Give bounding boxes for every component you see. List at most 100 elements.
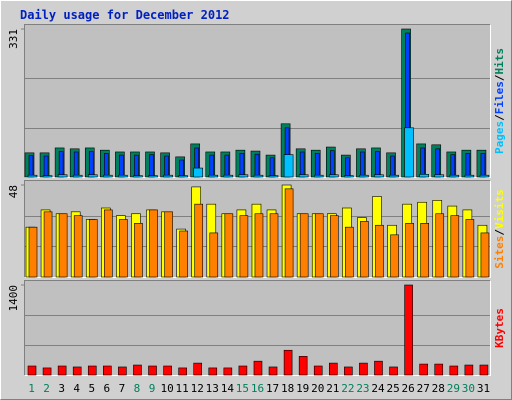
bar	[389, 366, 398, 376]
bar	[103, 365, 112, 376]
legend: Sites/Visits	[493, 189, 506, 269]
panel-border-dark	[24, 280, 491, 376]
bar	[164, 155, 169, 178]
bar	[88, 219, 98, 278]
x-tick-label: 7	[119, 382, 126, 395]
bar	[28, 226, 38, 278]
bar	[420, 223, 429, 278]
bar	[450, 215, 460, 278]
bar	[390, 234, 399, 278]
x-tick-label: 15	[236, 382, 249, 395]
x-tick-label: 26	[402, 382, 415, 395]
bar	[193, 167, 204, 178]
x-tick-label: 27	[417, 382, 430, 395]
bar	[42, 367, 52, 376]
legend-entry: Sites	[493, 236, 506, 269]
bar	[345, 226, 354, 278]
bar	[464, 364, 474, 376]
x-tick-label: 21	[326, 382, 339, 395]
bar	[209, 154, 215, 178]
chart-title: Daily usage for December 2012	[20, 8, 230, 22]
legend-separator: /	[493, 74, 506, 81]
panel	[24, 280, 491, 376]
bar	[57, 174, 68, 178]
bar	[328, 174, 339, 178]
x-tick-label: 24	[371, 382, 385, 395]
bar	[328, 362, 338, 376]
bar	[359, 174, 369, 178]
bar	[104, 209, 113, 278]
bar	[163, 365, 172, 376]
bar	[58, 213, 68, 278]
bar	[224, 213, 234, 278]
bar	[118, 366, 127, 376]
bar	[404, 127, 414, 178]
bar	[43, 211, 53, 278]
bar	[375, 151, 380, 178]
x-tick-label: 5	[88, 382, 95, 395]
bar	[72, 366, 82, 376]
legend-entry: Visits	[493, 189, 506, 229]
bar	[179, 230, 188, 278]
bar	[283, 349, 293, 376]
bar	[134, 223, 143, 278]
x-tick-label: 29	[447, 382, 460, 395]
bar	[360, 151, 365, 178]
bar	[208, 367, 218, 376]
bar	[360, 221, 369, 278]
bar	[284, 188, 294, 278]
legend-entry: Hits	[493, 48, 506, 75]
bar	[27, 365, 37, 376]
bar	[329, 150, 335, 178]
bar	[404, 284, 413, 376]
bar	[434, 363, 444, 376]
bar	[298, 174, 309, 178]
bar	[133, 175, 143, 178]
bar	[119, 154, 124, 178]
bar	[375, 224, 384, 278]
bar	[390, 155, 395, 178]
x-tick-label: 8	[134, 382, 141, 395]
x-tick-label: 14	[221, 382, 235, 395]
bar	[329, 215, 339, 278]
bar	[239, 153, 245, 178]
bar	[269, 213, 279, 278]
bar	[164, 211, 173, 278]
panel-border-dark	[24, 24, 491, 178]
bar	[435, 148, 441, 178]
bar	[149, 209, 158, 278]
bar	[419, 174, 429, 178]
bar	[405, 223, 414, 278]
bar	[223, 174, 234, 178]
x-tick-label: 28	[432, 382, 445, 395]
x-tick-label: 1	[28, 382, 35, 395]
x-tick-label: 19	[296, 382, 309, 395]
bar	[359, 362, 368, 376]
bar	[119, 219, 128, 278]
x-tick-label: 11	[176, 382, 189, 395]
bar	[464, 174, 475, 178]
x-tick-label: 9	[149, 382, 156, 395]
bar	[313, 174, 324, 178]
bar	[178, 175, 188, 178]
bar	[479, 364, 489, 376]
bar	[314, 153, 320, 178]
bar	[209, 232, 219, 278]
legend-separator: /	[493, 114, 506, 121]
bar	[223, 367, 233, 376]
bar	[73, 151, 79, 178]
x-tick-label: 23	[356, 382, 369, 395]
bar	[42, 175, 53, 178]
legend-entry: Files	[493, 81, 506, 114]
bar	[88, 151, 94, 178]
x-tick-label: 25	[386, 382, 399, 395]
bar	[389, 174, 399, 178]
panel-border-light	[24, 180, 491, 278]
x-tick-label: 4	[73, 382, 80, 395]
legend-separator: /	[493, 229, 506, 236]
bar	[374, 360, 383, 376]
bar	[224, 154, 230, 178]
bar	[193, 362, 203, 376]
panel-border-light	[24, 24, 491, 178]
